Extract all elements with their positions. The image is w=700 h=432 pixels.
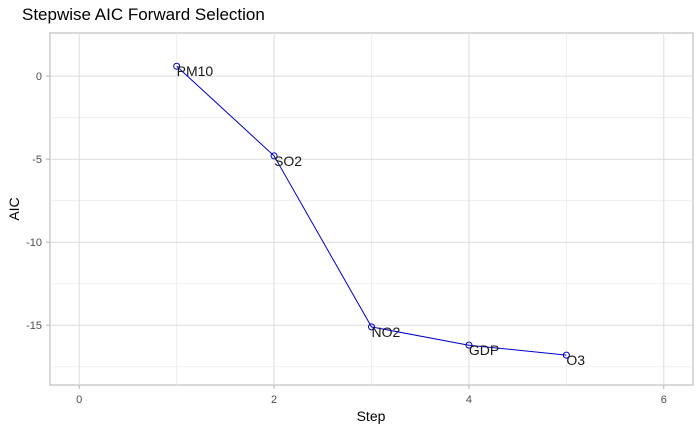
y-axis-ticks: 0 -5 -10 -15 bbox=[26, 71, 50, 332]
minor-gridlines bbox=[50, 33, 693, 385]
y-tick-label: 0 bbox=[36, 71, 42, 83]
data-point-label: PM10 bbox=[177, 63, 214, 79]
y-tick-label: -10 bbox=[26, 237, 42, 249]
data-point-label: O3 bbox=[566, 352, 585, 368]
data-point bbox=[173, 62, 181, 70]
data-point-label: NO2 bbox=[372, 324, 401, 340]
x-tick-label: 4 bbox=[466, 394, 472, 406]
y-axis-label: AIC bbox=[6, 197, 22, 220]
y-tick-label: -15 bbox=[26, 320, 42, 332]
x-tick-label: 0 bbox=[76, 394, 82, 406]
aic-series bbox=[173, 62, 570, 359]
x-tick-label: 6 bbox=[661, 394, 667, 406]
data-point-label: GDP bbox=[469, 342, 499, 358]
data-point bbox=[270, 152, 278, 160]
series-line bbox=[176, 65, 567, 356]
data-point-label: SO2 bbox=[274, 153, 302, 169]
chart-title: Stepwise AIC Forward Selection bbox=[22, 5, 265, 24]
x-axis-label: Step bbox=[357, 408, 386, 424]
data-point bbox=[368, 323, 375, 331]
data-point bbox=[562, 351, 570, 359]
x-tick-label: 2 bbox=[271, 394, 277, 406]
data-point bbox=[465, 341, 473, 349]
major-gridlines bbox=[50, 33, 693, 385]
y-tick-label: -5 bbox=[32, 154, 42, 166]
x-axis-ticks: 0 2 4 6 bbox=[76, 385, 667, 406]
point-labels: PM10 SO2 NO2 GDP O3 bbox=[177, 63, 586, 368]
